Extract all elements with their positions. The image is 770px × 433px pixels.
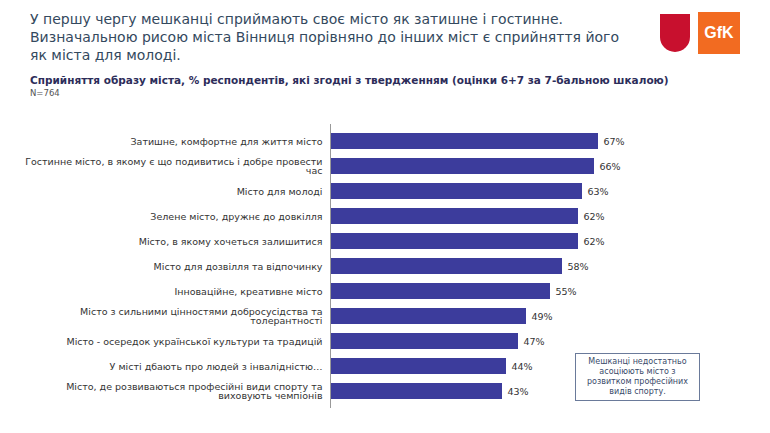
svg-text:44%: 44%: [512, 361, 533, 372]
svg-text:55%: 55%: [556, 286, 577, 297]
svg-text:Місто, в якому хочеться залиши: Місто, в якому хочеться залишитися: [139, 236, 323, 247]
html-text:GfK: GfK: [704, 24, 734, 41]
svg-text:63%: 63%: [588, 186, 609, 197]
svg-text:Місто для дозвілля та відпочин: Місто для дозвілля та відпочинку: [154, 261, 323, 272]
svg-text:62%: 62%: [584, 236, 605, 247]
svg-text:62%: 62%: [584, 211, 605, 222]
html-text:Сприйняття образу міста, % рес: Сприйняття образу міста, % респондентів,…: [30, 74, 669, 86]
svg-text:43%: 43%: [508, 386, 529, 397]
svg-text:Зелене місто, дружнє до довкіл: Зелене місто, дружнє до довкілля: [150, 211, 322, 222]
svg-text:Гостинне місто, в якому є що п: Гостинне місто, в якому є що подивитись …: [25, 156, 322, 177]
svg-text:58%: 58%: [568, 261, 589, 272]
svg-text:Інноваційне, креативне місто: Інноваційне, креативне місто: [174, 286, 322, 297]
svg-text:67%: 67%: [604, 136, 625, 147]
svg-text:Місто - осередок української к: Місто - осередок української культури та…: [66, 336, 322, 347]
svg-text:Місто з сильними цінностями до: Місто з сильними цінностями добросусідст…: [80, 306, 322, 327]
svg-text:Місто для молоді: Місто для молоді: [237, 186, 323, 197]
html-text:У першу чергу мешканці сприйма: У першу чергу мешканці сприймають своє м…: [30, 11, 619, 63]
html-text:Мешканці недостатньо асоціюють: Мешканці недостатньо асоціюють місто з р…: [587, 357, 688, 396]
svg-text:49%: 49%: [532, 311, 553, 322]
svg-text:66%: 66%: [600, 161, 621, 172]
svg-text:Місто, де розвиваються професі: Місто, де розвиваються професійні види с…: [66, 381, 323, 402]
html-text:N=764: N=764: [30, 88, 60, 98]
svg-text:У місті дбають про людей з інв: У місті дбають про людей з інвалідністю…: [110, 361, 323, 372]
svg-text:47%: 47%: [524, 336, 545, 347]
svg-text:Затишне, комфортне для життя м: Затишне, комфортне для життя місто: [131, 136, 323, 147]
